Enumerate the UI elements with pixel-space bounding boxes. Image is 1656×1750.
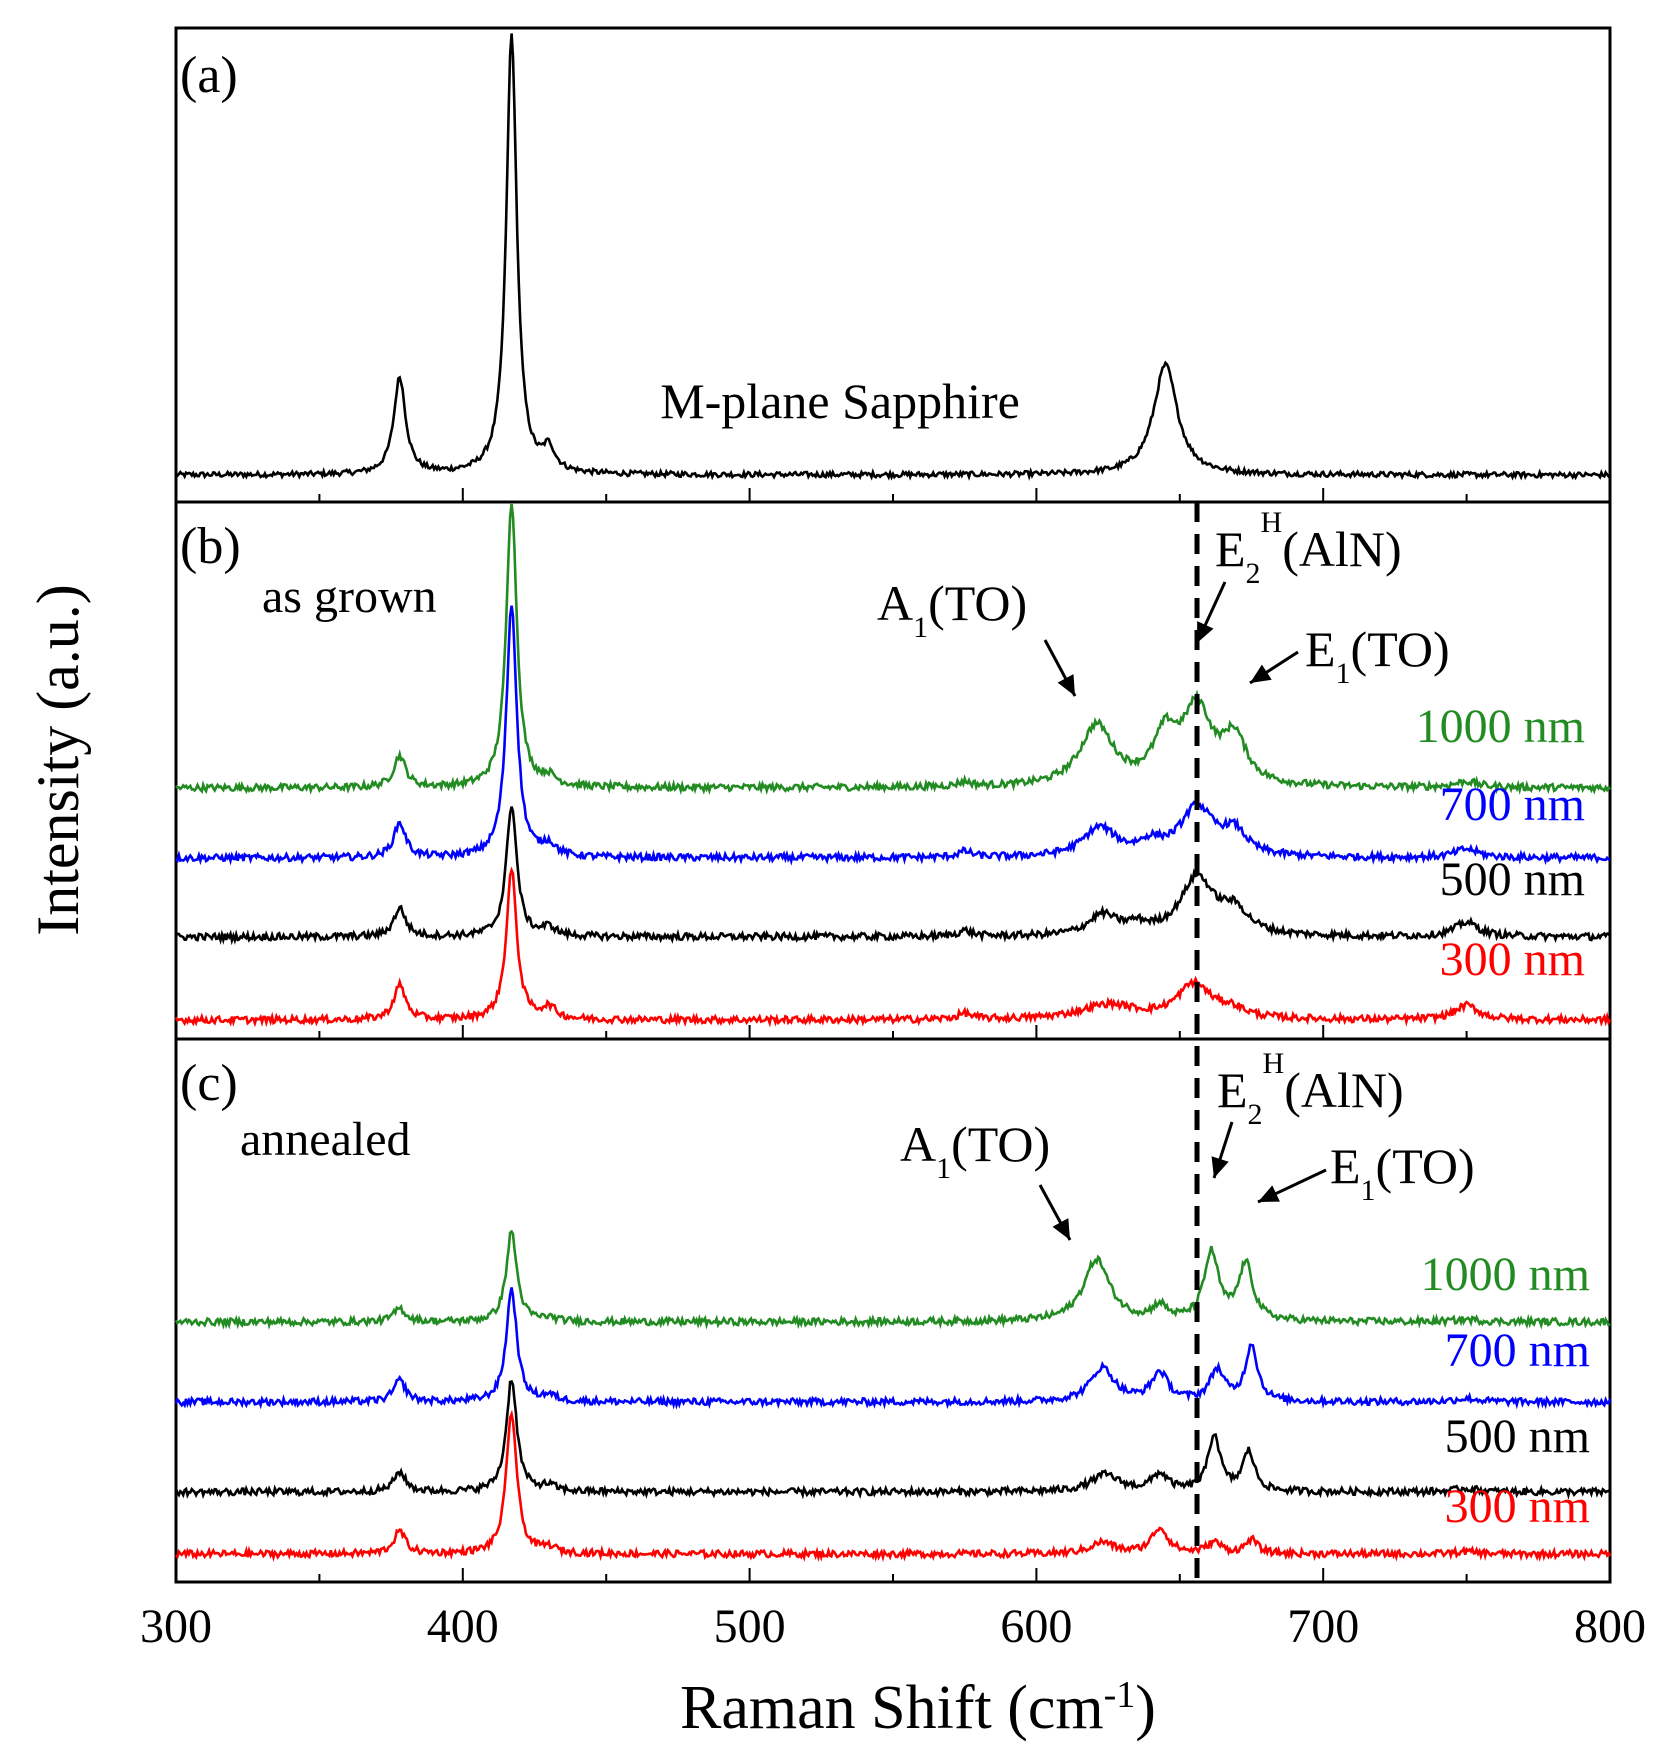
series-label: 500 nm <box>1445 1410 1590 1463</box>
x-tick-label: 600 <box>1000 1600 1072 1653</box>
series-line-b-700-nm <box>175 605 1611 866</box>
e1-to-label: E1(TO) <box>1330 1138 1475 1207</box>
panel-a: (a) M-plane Sapphire <box>174 26 1612 504</box>
a1-to-label: A1(TO) <box>877 575 1027 644</box>
x-tick-label: 400 <box>427 1600 499 1653</box>
x-axis-label: Raman Shift (cm-1) <box>680 1674 1156 1742</box>
panel-b: 1000 nm 700 nm 500 nm 300 nm (b) as grown A1(T… <box>174 500 1612 1041</box>
a1-to-label: A1(TO) <box>900 1116 1050 1185</box>
panel-annotation: M-plane Sapphire <box>660 373 1020 429</box>
e2h-aln-label: E2H(AlN) <box>1215 506 1402 590</box>
series-line-c-300-nm <box>175 1409 1612 1563</box>
series-line-c-1000-nm <box>174 1229 1611 1330</box>
y-axis-label: Intensity (a.u.) <box>25 584 91 936</box>
x-tick-label: 300 <box>140 1600 212 1653</box>
series-label: 1000 nm <box>1421 1248 1590 1301</box>
x-axis-ticks: 300 400 500 600 700 800 <box>140 1600 1646 1653</box>
panel-tag: (a) <box>180 47 238 104</box>
x-tick-label: 500 <box>714 1600 786 1653</box>
series-line-c-500-nm <box>174 1380 1611 1500</box>
series-label: 300 nm <box>1445 1480 1590 1533</box>
e2h-aln-label: E2H(AlN) <box>1217 1047 1404 1131</box>
series-line-b-1000-nm <box>175 503 1612 796</box>
panel-c: 1000 nm 700 nm 500 nm 300 nm (c)annealed A1(T… <box>174 1037 1612 1584</box>
annotation-arrowhead <box>1250 664 1272 683</box>
series-label: 300 nm <box>1440 933 1585 986</box>
series-line-b-500-nm <box>174 806 1612 946</box>
x-tick-label: 700 <box>1287 1600 1359 1653</box>
series-label: 700 nm <box>1445 1324 1590 1377</box>
panel-tag: (b) <box>180 518 241 575</box>
annotation-arrowhead <box>1211 1156 1229 1178</box>
annotation-arrowhead <box>1258 1185 1280 1202</box>
series-line-a-sapphire <box>174 33 1611 481</box>
annotation-arrowhead <box>1057 674 1075 696</box>
annotation-arrowhead <box>1052 1218 1070 1240</box>
series-label: 1000 nm <box>1416 700 1585 753</box>
panel-tag: (c) <box>180 1055 238 1112</box>
e1-to-label: E1(TO) <box>1305 621 1450 690</box>
x-tick-label: 800 <box>1574 1600 1646 1653</box>
panel-note: annealed <box>240 1113 411 1166</box>
panel-note: as grown <box>262 570 437 623</box>
series-label: 500 nm <box>1440 853 1585 906</box>
annotation-arrowhead <box>1197 621 1214 643</box>
series-line-c-700-nm <box>174 1287 1612 1410</box>
series-line-b-300-nm <box>174 866 1612 1028</box>
series-label: 700 nm <box>1440 778 1585 831</box>
